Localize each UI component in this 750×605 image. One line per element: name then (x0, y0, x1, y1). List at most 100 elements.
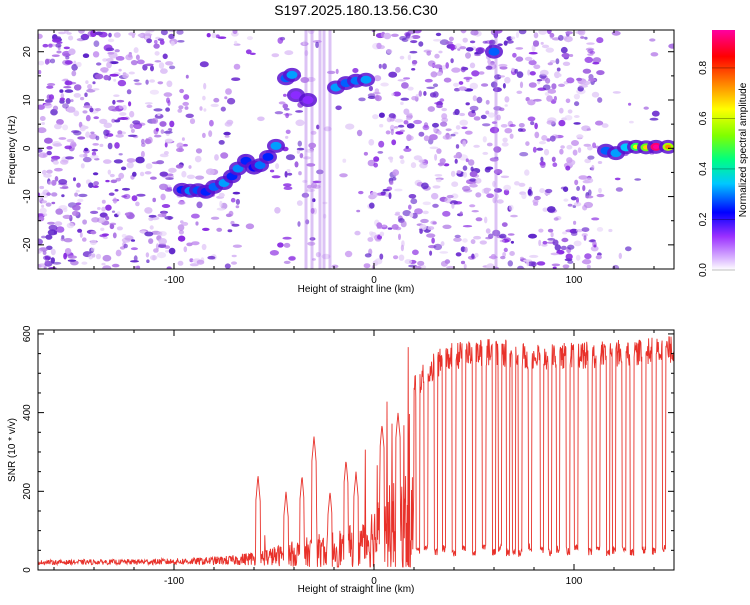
noise-blob (591, 91, 600, 98)
noise-blob (536, 261, 546, 266)
noise-blob (436, 71, 443, 76)
noise-blob (372, 114, 379, 120)
noise-blob (381, 224, 387, 228)
noise-blob (46, 169, 53, 174)
noise-blob (105, 47, 115, 52)
noise-blob (38, 216, 45, 222)
noise-blob (391, 92, 395, 96)
noise-blob (60, 237, 65, 242)
noise-blob (228, 210, 234, 217)
noise-blob (510, 36, 516, 40)
noise-blob (429, 134, 438, 141)
noise-blob (484, 216, 488, 224)
noise-blob (312, 40, 322, 43)
noise-blob (598, 187, 602, 194)
noise-blob (73, 93, 82, 98)
noise-blob (445, 62, 450, 69)
noise-blob (475, 179, 481, 184)
noise-blob (497, 43, 503, 46)
noise-blob (158, 238, 167, 245)
noise-blob (471, 70, 480, 77)
noise-blob (570, 231, 578, 236)
noise-blob (54, 123, 62, 130)
noise-blob (460, 260, 466, 265)
noise-blob (133, 79, 140, 82)
noise-blob (492, 87, 502, 93)
noise-blob (437, 162, 445, 166)
noise-blob (87, 84, 93, 90)
noise-blob (224, 135, 230, 138)
noise-blob (585, 195, 594, 199)
noise-blob (43, 255, 52, 261)
noise-blob (398, 233, 401, 240)
noise-blob (63, 46, 70, 50)
noise-blob (376, 222, 383, 229)
noise-blob (592, 57, 602, 64)
noise-blob (165, 61, 174, 66)
noise-blob (218, 140, 225, 145)
noise-blob (108, 192, 115, 196)
noise-blob (462, 140, 467, 147)
noise-blob (65, 55, 70, 60)
noise-blob (521, 192, 527, 200)
noise-blob (356, 129, 363, 137)
noise-blob (205, 168, 215, 175)
noise-blob (144, 231, 154, 237)
noise-blob (92, 51, 100, 58)
noise-blob (462, 185, 471, 192)
noise-blob (82, 156, 92, 163)
noise-blob (433, 243, 443, 251)
noise-blob (306, 188, 316, 192)
noise-blob (177, 235, 186, 242)
noise-blob (202, 95, 206, 101)
noise-blob (56, 50, 62, 54)
noise-blob (94, 73, 104, 80)
noise-blob (524, 56, 533, 62)
noise-blob (157, 231, 163, 236)
noise-blob (169, 65, 176, 70)
noise-blob (394, 126, 399, 129)
x-tick-label: 100 (566, 275, 583, 286)
noise-blob (130, 128, 135, 133)
noise-blob (148, 214, 157, 218)
noise-blob (477, 47, 484, 55)
noise-blob (504, 76, 511, 84)
noise-blob (547, 62, 553, 66)
noise-blob (160, 193, 166, 201)
noise-blob (257, 116, 265, 122)
noise-blob (114, 119, 121, 123)
noise-blob (322, 201, 328, 205)
noise-blob (528, 51, 538, 55)
noise-blob (118, 172, 125, 179)
noise-blob (376, 42, 382, 50)
noise-blob (559, 107, 564, 114)
noise-blob (160, 129, 165, 134)
track-core (270, 141, 282, 150)
noise-blob (46, 192, 51, 196)
noise-blob (551, 83, 557, 90)
noise-blob (285, 154, 296, 161)
noise-blob (536, 79, 543, 82)
noise-blob (534, 122, 538, 130)
noise-blob (135, 54, 140, 61)
noise-blob (92, 143, 99, 146)
noise-blob (111, 210, 116, 213)
noise-blob (112, 197, 118, 204)
noise-blob (129, 123, 134, 129)
noise-blob (147, 30, 154, 33)
noise-blob (206, 33, 211, 38)
noise-blob (504, 104, 508, 107)
noise-blob (442, 224, 452, 229)
noise-blob (46, 146, 53, 150)
noise-blob (311, 198, 316, 203)
noise-blob (519, 81, 524, 89)
noise-blob (408, 194, 417, 199)
noise-blob (427, 106, 435, 112)
noise-blob (485, 166, 494, 170)
noise-blob (99, 212, 108, 218)
noise-blob (561, 237, 569, 243)
noise-blob (587, 145, 593, 151)
noise-blob (153, 134, 162, 138)
noise-blob (323, 213, 327, 219)
snr-y-label: SNR (10 * v/v) (7, 418, 18, 482)
